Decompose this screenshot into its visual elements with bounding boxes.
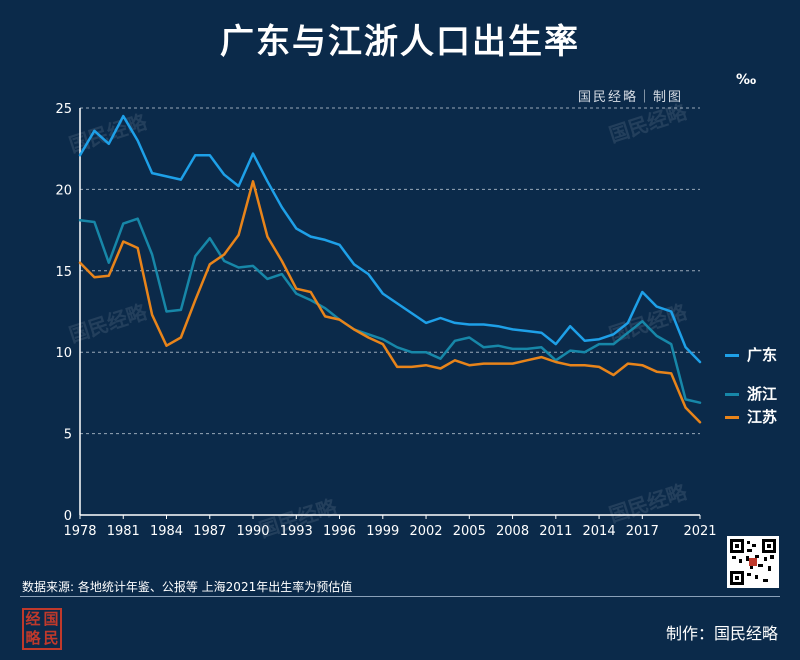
- x-tick-label: 1996: [323, 524, 356, 539]
- x-tick-label: 1987: [193, 524, 226, 539]
- x-tick-label: 1993: [280, 524, 313, 539]
- x-tick-label: 2011: [539, 524, 572, 539]
- qr-code-pattern: [730, 539, 776, 585]
- y-tick-label: 25: [55, 102, 72, 117]
- top-credit: 国民经略｜制图: [578, 90, 684, 105]
- logo-char: 略: [25, 629, 41, 647]
- legend-swatch-guangdong: [725, 354, 739, 357]
- brand-logo: 经 国 略 民: [22, 608, 62, 650]
- legend-item-guangdong: 广东: [725, 344, 777, 365]
- legend-swatch-zhejiang: [725, 393, 739, 396]
- series-line-2: [78, 180, 702, 424]
- legend-label-jiangsu: 江苏: [747, 408, 778, 426]
- x-tick-label: 1990: [236, 524, 269, 539]
- chart-title: 广东与江浙人口出生率: [220, 22, 580, 62]
- x-tick-label: 1984: [150, 524, 183, 539]
- unit-label: ‰: [736, 72, 757, 88]
- legend-swatch-jiangsu: [725, 416, 739, 419]
- logo-char: 民: [43, 629, 59, 647]
- footer-divider: [20, 596, 780, 597]
- watermark-text: 国民经略: [66, 299, 150, 347]
- y-tick-label: 20: [55, 183, 72, 198]
- qr-code: [727, 536, 779, 588]
- x-tick-label: 2002: [409, 524, 442, 539]
- legend-label-zhejiang: 浙江: [747, 385, 778, 403]
- x-tick-label: 1981: [107, 524, 140, 539]
- gridlines: [80, 107, 700, 435]
- y-tick-label: 5: [64, 428, 72, 443]
- x-tick-label: 2014: [583, 524, 616, 539]
- data-source-note: 数据来源: 各地统计年鉴、公报等 上海2021年出生率为预估值: [22, 580, 353, 594]
- legend-item-jiangsu: 江苏: [725, 406, 777, 427]
- x-tick-label: 2008: [496, 524, 529, 539]
- watermark-text: 国民经略: [606, 99, 690, 147]
- series-line-0: [78, 114, 702, 364]
- legend-label-guangdong: 广东: [747, 346, 778, 364]
- series-layer: [78, 114, 702, 424]
- logo-char: 国: [43, 610, 59, 628]
- x-tick-label: 1999: [366, 524, 399, 539]
- x-tick-label: 1978: [63, 524, 96, 539]
- x-tick-label: 2017: [626, 524, 659, 539]
- logo-char: 经: [25, 610, 41, 628]
- watermark-text: 国民经略: [606, 479, 690, 527]
- series-line-1: [78, 217, 702, 404]
- y-tick-label: 10: [55, 346, 72, 361]
- y-tick-label: 0: [64, 509, 72, 524]
- legend-item-zhejiang: 浙江: [725, 383, 777, 404]
- x-tick-label: 2021: [683, 524, 716, 539]
- footer-credit: 制作：国民经略: [665, 624, 778, 643]
- axes: 0 5 10 15 20 25 1978 1981 1984 1987 1990 1993 1996 19…: [55, 102, 716, 539]
- x-tick-label: 2005: [453, 524, 486, 539]
- watermark-text: 国民经略: [66, 109, 150, 157]
- y-tick-label: 15: [55, 265, 72, 280]
